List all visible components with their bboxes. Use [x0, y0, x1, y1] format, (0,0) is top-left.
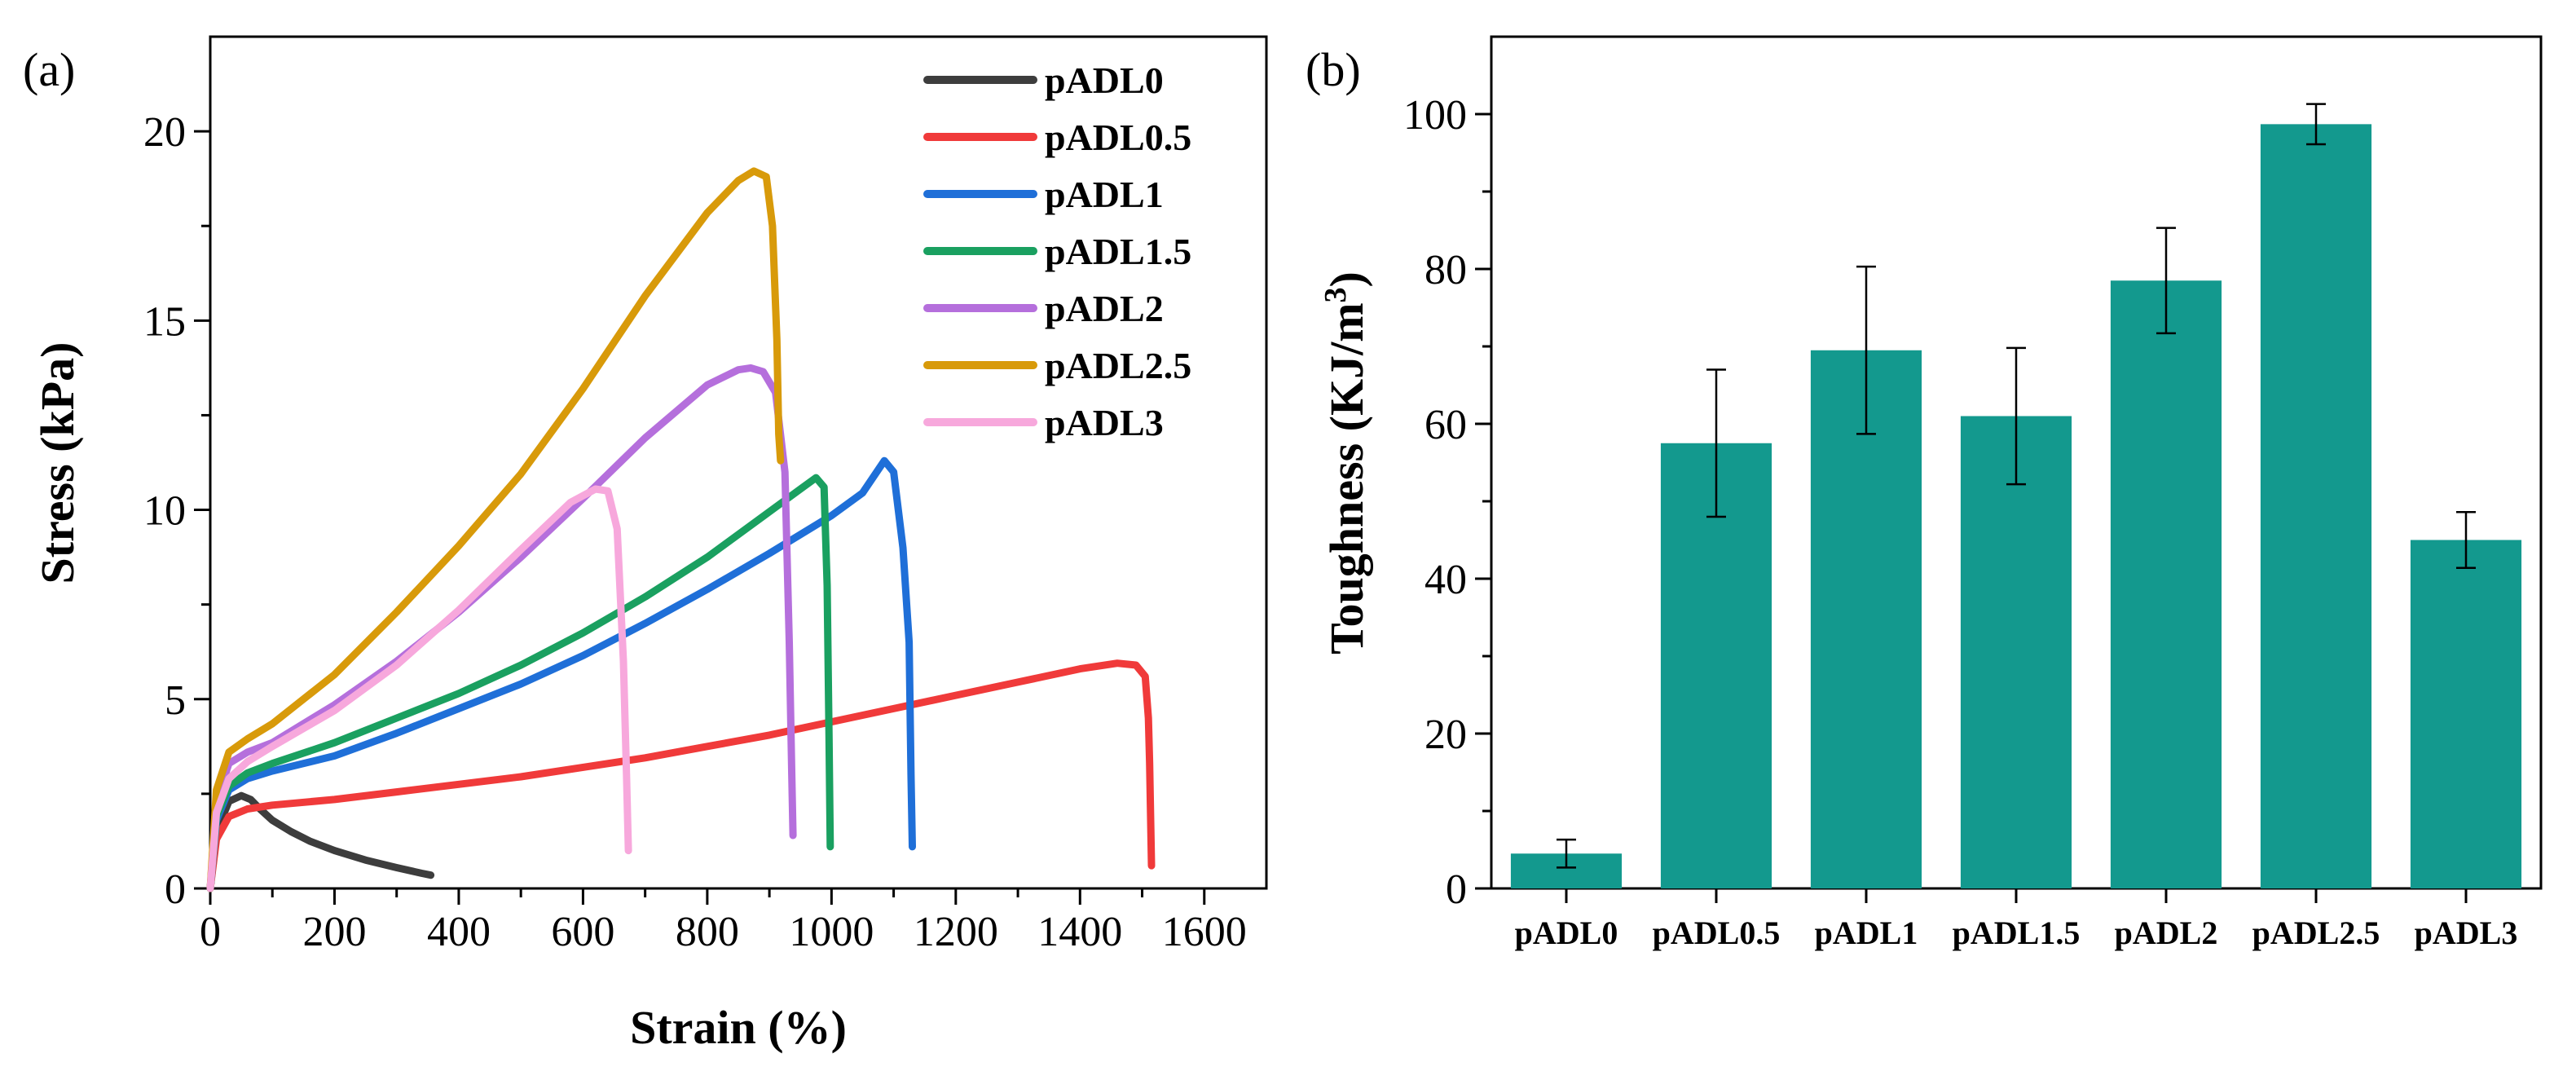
x-tick-label: 1000 — [789, 909, 874, 955]
panel-a-series — [206, 167, 1156, 892]
x-tick-label: 1400 — [1037, 909, 1122, 955]
x-tick-label: 1200 — [914, 909, 998, 955]
y-tick-label: 15 — [143, 298, 186, 345]
legend-label: pADL0 — [1045, 60, 1164, 101]
panel-a-x-ticks: 0 200 400 600 800 1000 1200 1400 1600 — [200, 888, 1247, 955]
x-tick-label: pADL2.5 — [2252, 915, 2380, 951]
series-line-pADL1.5 — [206, 474, 834, 892]
x-tick-label: 1600 — [1162, 909, 1247, 955]
panel-b-y-ticks: 0 20 40 60 80 100 — [1403, 92, 1491, 913]
bar-pADL1 — [1810, 350, 1922, 888]
y-tick-label: 20 — [143, 109, 186, 156]
panel-b-x-ticks: pADL0 pADL0.5 pADL1 pADL1.5 pADL2 pADL2.5 pADL… — [1515, 888, 2518, 951]
y-tick-label: 100 — [1403, 92, 1467, 139]
panel-a-legend: pADL0 pADL0.5 pADL1 pADL1.5 pADL2 pADL2.5 pADL… — [923, 60, 1191, 443]
legend-label: pADL1.5 — [1045, 231, 1191, 272]
y-tick-label: 60 — [1425, 402, 1467, 448]
bar-pADL2 — [2110, 280, 2222, 888]
x-tick-label: pADL0 — [1515, 915, 1618, 951]
x-tick-label: 800 — [676, 909, 739, 955]
x-tick-label: pADL0.5 — [1653, 915, 1781, 951]
panel-a-y-ticks: 0 5 10 15 20 — [143, 109, 210, 913]
bar-pADL1.5 — [1960, 416, 2072, 888]
legend-label: pADL2 — [1045, 288, 1164, 329]
panel-b-bars — [1510, 103, 2522, 889]
panel-a-y-axis-label: Stress (kPa) — [31, 342, 84, 584]
series-line-pADL0 — [206, 791, 435, 892]
x-tick-label: pADL1.5 — [1953, 915, 2081, 951]
x-tick-label: pADL3 — [2415, 915, 2518, 951]
legend-label: pADL1 — [1045, 174, 1164, 215]
y-tick-label: 0 — [1446, 866, 1467, 913]
panel-b: (b) 0 20 40 60 80 100 pADL0 pADL0.5 pADL1 pADL1.… — [1306, 35, 2543, 951]
panel-a-label: (a) — [23, 43, 75, 96]
y-tick-label: 10 — [143, 488, 186, 535]
x-tick-label: 0 — [200, 909, 221, 955]
x-tick-label: 200 — [302, 909, 366, 955]
series-line-pADL2 — [206, 364, 797, 892]
series-line-pADL3 — [206, 485, 632, 892]
x-tick-label: pADL1 — [1815, 915, 1918, 951]
y-tick-label: 0 — [165, 866, 186, 913]
panel-b-y-axis-label: Toughness (KJ/m3) — [1319, 271, 1373, 654]
x-tick-label: 600 — [551, 909, 614, 955]
panel-b-label: (b) — [1306, 43, 1361, 96]
series-line-pADL1 — [206, 456, 916, 892]
y-tick-label: 5 — [165, 677, 186, 724]
panel-a-frame — [209, 35, 1268, 890]
bar-pADL2.5 — [2260, 124, 2372, 889]
legend-label: pADL3 — [1045, 402, 1164, 443]
legend-label: pADL0.5 — [1045, 117, 1191, 158]
legend-label: pADL2.5 — [1045, 345, 1191, 386]
panel-a: (a) 0 200 400 600 800 1000 1200 1400 1600 0 5 10 15… — [23, 35, 1268, 1054]
x-tick-label: 400 — [427, 909, 491, 955]
y-tick-label: 40 — [1425, 557, 1467, 603]
y-tick-label: 20 — [1425, 712, 1467, 758]
bar-pADL3 — [2410, 540, 2522, 888]
panel-a-x-axis-label: Strain (%) — [630, 1001, 847, 1054]
series-line-pADL0.5 — [206, 659, 1156, 892]
series-line-pADL2.5 — [206, 167, 785, 892]
y-tick-label: 80 — [1425, 247, 1467, 293]
x-tick-label: pADL2 — [2115, 915, 2218, 951]
